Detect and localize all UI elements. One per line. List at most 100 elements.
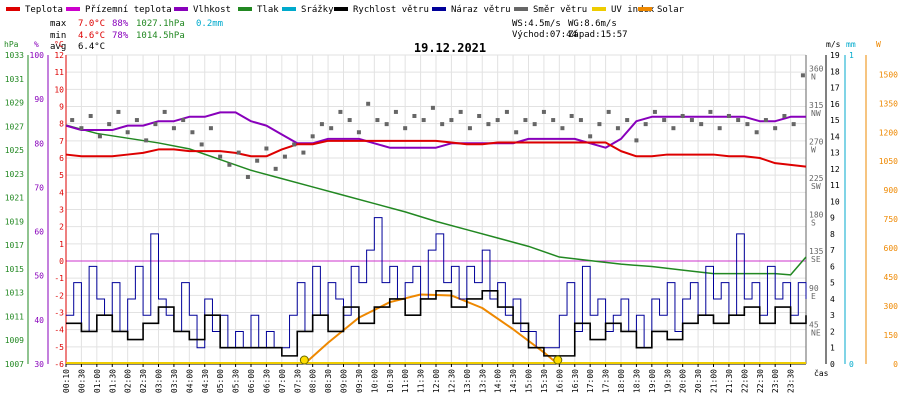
time-tick-label: 08:00 bbox=[309, 369, 318, 393]
solar-tick-label: 600 bbox=[884, 244, 899, 253]
stat-max-rain: 0.2mm bbox=[196, 19, 223, 29]
wind-direction-point bbox=[236, 150, 241, 155]
time-tick-label: 19:30 bbox=[663, 369, 672, 393]
legend: Teplota Přízemní teplota Vlhkost Tlak Srážky… bbox=[6, 5, 685, 15]
direction-tick-number: 315 bbox=[809, 101, 824, 110]
hpa-tick-label: 1013 bbox=[5, 289, 24, 298]
wind-direction-point bbox=[190, 130, 195, 135]
wind-direction-point bbox=[477, 113, 482, 118]
time-tick-label: 07:30 bbox=[293, 369, 302, 393]
wind-direction-point bbox=[782, 113, 787, 118]
pct-tick-label: 80 bbox=[34, 139, 44, 148]
time-tick-label: 14:00 bbox=[494, 369, 503, 393]
wind-direction-point bbox=[245, 174, 250, 179]
legend-swatch bbox=[282, 7, 296, 11]
time-tick-label: 21:30 bbox=[725, 369, 734, 393]
hpa-tick-label: 1033 bbox=[5, 51, 24, 60]
pct-tick-label: 60 bbox=[34, 228, 44, 237]
time-tick-label: 15:30 bbox=[540, 369, 549, 393]
legend-swatch bbox=[514, 7, 528, 11]
wind-direction-point bbox=[70, 118, 75, 123]
stat-avg-label: avg bbox=[50, 42, 66, 52]
wind-direction-point bbox=[107, 122, 112, 127]
stat-min-temp: 4.6°C bbox=[78, 31, 105, 41]
wind-direction-point bbox=[181, 118, 186, 123]
degc-tick-label: 4 bbox=[59, 188, 64, 197]
time-tick-label: 11:00 bbox=[401, 369, 410, 393]
wind-direction-point bbox=[652, 109, 657, 114]
direction-tick-text: NE bbox=[811, 328, 821, 337]
time-tick-label: 05:00 bbox=[216, 369, 225, 393]
wind-direction-point bbox=[578, 118, 583, 123]
time-tick-label: 01:00 bbox=[93, 369, 102, 393]
time-tick-label: 13:00 bbox=[463, 369, 472, 393]
wind-direction-point bbox=[643, 122, 648, 127]
temperature-line bbox=[65, 139, 807, 168]
ms-axis-unit: m/s bbox=[826, 40, 841, 49]
wind-direction-point bbox=[662, 118, 667, 123]
wind-direction-point bbox=[486, 122, 491, 127]
time-tick-label: 02:30 bbox=[139, 369, 148, 393]
direction-tick-number: 45 bbox=[809, 320, 819, 329]
grid bbox=[65, 54, 806, 365]
time-tick-label: 07:00 bbox=[278, 369, 287, 393]
legend-label: Vlhkost bbox=[193, 5, 231, 15]
wind-direction-point bbox=[791, 122, 796, 127]
wind-direction-point bbox=[708, 109, 713, 114]
time-tick-label: 17:30 bbox=[602, 369, 611, 393]
hpa-tick-label: 1021 bbox=[5, 194, 24, 203]
hpa-tick-label: 1025 bbox=[5, 146, 24, 155]
legend-swatch bbox=[432, 7, 446, 11]
mm-tick-label: 0 bbox=[849, 360, 854, 369]
hpa-tick-label: 1009 bbox=[5, 336, 24, 345]
time-tick-label: 11:30 bbox=[417, 369, 426, 393]
time-tick-label: 17:00 bbox=[586, 369, 595, 393]
wind-direction-point bbox=[699, 122, 704, 127]
degc-tick-label: -3 bbox=[54, 309, 64, 318]
wind-direction-point bbox=[421, 118, 426, 123]
degc-tick-label: 7 bbox=[59, 137, 64, 146]
wind-info: WS:4.5m/s WG:8.6m/s Východ:07:44 Západ:1… bbox=[512, 19, 628, 40]
ms-tick-label: 6 bbox=[830, 262, 835, 271]
wind-direction-point bbox=[329, 126, 334, 131]
wind-direction-point bbox=[495, 118, 500, 123]
wind-direction-point bbox=[264, 146, 269, 151]
wind-direction-point bbox=[745, 122, 750, 127]
hpa-tick-label: 1015 bbox=[5, 265, 24, 274]
sunset-text: Západ:15:57 bbox=[568, 30, 628, 40]
legend-swatch bbox=[6, 7, 20, 11]
wind-direction-point bbox=[319, 122, 324, 127]
degc-tick-label: -2 bbox=[54, 291, 64, 300]
ms-tick-label: 7 bbox=[830, 246, 835, 255]
wind-direction-point bbox=[514, 130, 519, 135]
ms-tick-label: 17 bbox=[830, 84, 840, 93]
wind-direction-point bbox=[412, 113, 417, 118]
hpa-tick-label: 1019 bbox=[5, 217, 24, 226]
ms-tick-label: 13 bbox=[830, 149, 840, 158]
wind-wg: WG:8.6m/s bbox=[568, 19, 617, 29]
degc-tick-label: -6 bbox=[54, 360, 64, 369]
wind-gust-line bbox=[66, 217, 807, 349]
time-tick-label: 06:00 bbox=[247, 369, 256, 393]
wind-direction-point bbox=[366, 101, 371, 106]
time-tick-label: 10:30 bbox=[386, 369, 395, 393]
time-tick-label: 23:30 bbox=[787, 369, 796, 393]
series bbox=[65, 73, 807, 365]
solar-tick-label: 450 bbox=[884, 273, 899, 282]
ms-tick-label: 5 bbox=[830, 279, 835, 288]
ms-tick-label: 15 bbox=[830, 116, 840, 125]
sun-event-marker bbox=[553, 355, 563, 365]
time-tick-label: 08:30 bbox=[324, 369, 333, 393]
wind-direction-point bbox=[125, 130, 130, 135]
hpa-tick-label: 1031 bbox=[5, 75, 24, 84]
degc-tick-label: 6 bbox=[59, 154, 64, 163]
wind-direction-point bbox=[356, 130, 361, 135]
legend-label: UV index bbox=[611, 5, 655, 15]
wind-direction-point bbox=[606, 109, 611, 114]
wind-direction-point bbox=[79, 126, 84, 131]
ms-tick-label: 14 bbox=[830, 132, 840, 141]
wind-direction-point bbox=[144, 138, 149, 143]
wind-direction-point bbox=[347, 118, 352, 123]
wind-direction-point bbox=[255, 158, 260, 163]
